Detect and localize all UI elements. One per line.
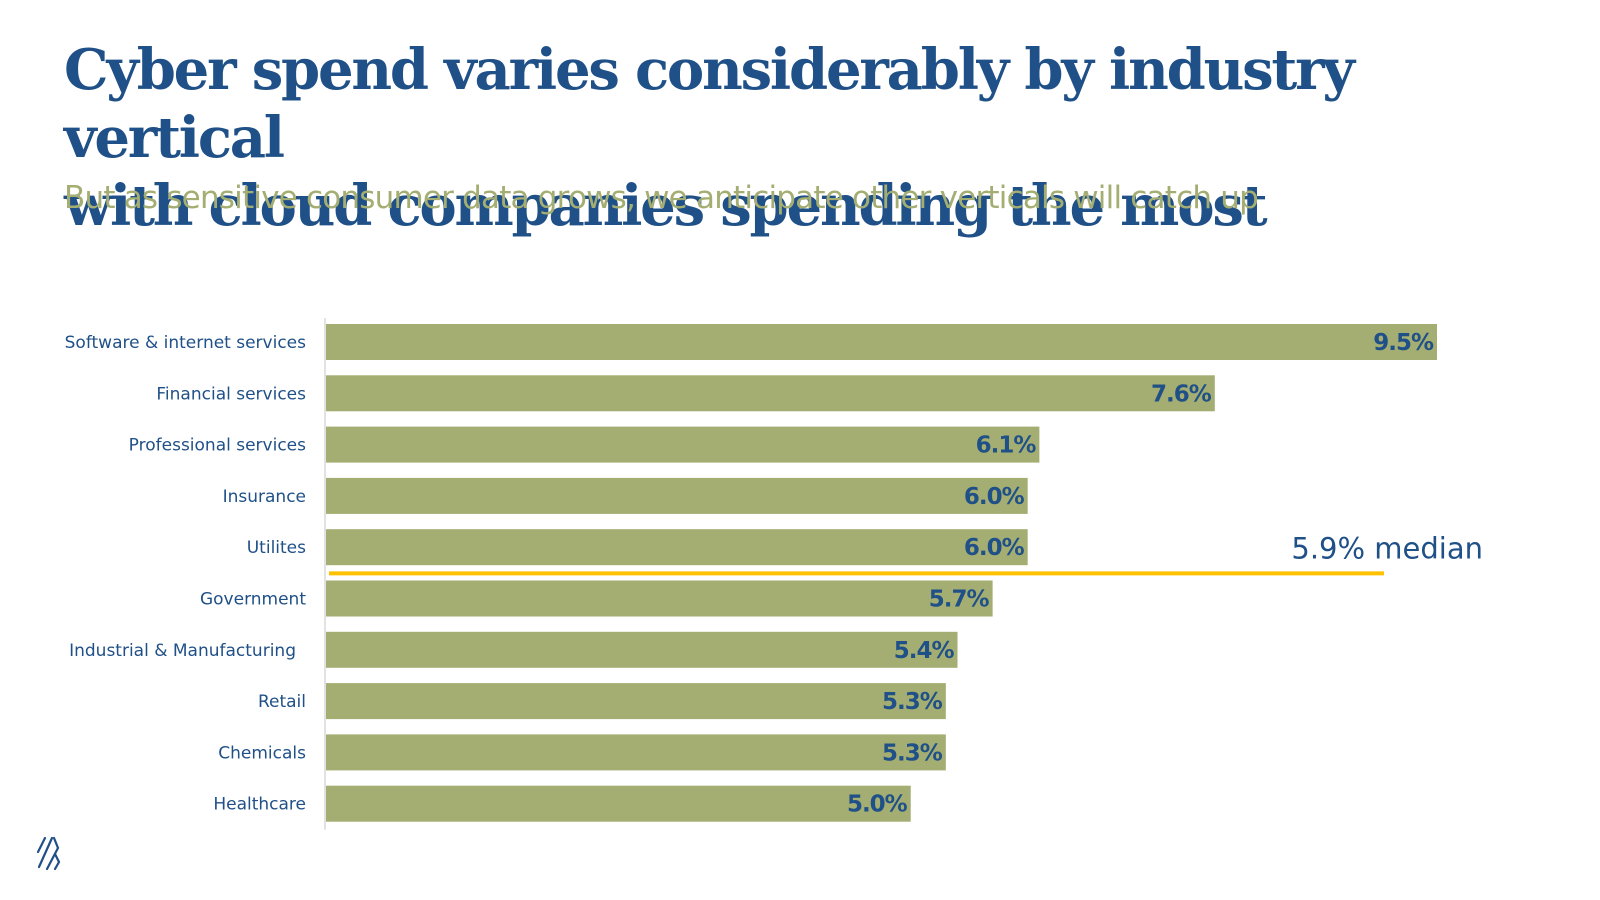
bar-2 [326, 426, 1040, 463]
category-labels-group: Software & internet services Financial se… [65, 333, 307, 815]
category-label: Retail [258, 692, 306, 712]
title-line-2: with cloud companies spending the most [64, 173, 1268, 239]
bar-9 [326, 785, 911, 822]
bar-8 [326, 734, 946, 771]
category-label: Professional services [129, 436, 306, 456]
value-label: 5.4% [894, 638, 955, 664]
category-label: Software & internet services [65, 333, 307, 353]
category-label: Government [200, 590, 306, 610]
page-title: Cyber spend varies considerably by indus… [64, 36, 1544, 240]
bar-1 [326, 375, 1215, 412]
bar-4 [326, 529, 1028, 566]
value-label: 5.0% [847, 792, 908, 818]
title-line-1: Cyber spend varies considerably by indus… [64, 37, 1355, 171]
value-label: 6.1% [976, 433, 1037, 459]
value-label: 7.6% [1151, 381, 1212, 407]
category-label: Chemicals [218, 743, 306, 763]
value-labels-group: 9.5% 7.6% 6.1% 6.0% 6.0% 5.7% 5.4% 5.3% 5.3% 5.0% [847, 330, 1435, 818]
brand-stripes-logo-icon [36, 836, 61, 871]
value-label: 5.7% [929, 587, 990, 613]
value-label: 9.5% [1373, 330, 1434, 356]
category-label: Industrial & Manufacturing [69, 641, 296, 661]
bar-3 [326, 477, 1028, 514]
category-label: Financial services [156, 384, 306, 404]
value-label: 6.0% [964, 535, 1025, 561]
value-label: 5.3% [882, 689, 943, 715]
category-label: Healthcare [213, 795, 306, 815]
bar-6 [326, 631, 958, 668]
category-label: Insurance [223, 487, 306, 507]
page-subtitle: But as sensitive consumer data grows, we… [64, 180, 1259, 216]
category-label: Utilites [247, 538, 306, 558]
bar-5 [326, 580, 993, 617]
value-label: 5.3% [882, 740, 943, 766]
median-label: 5.9% median [1291, 531, 1483, 565]
bar-0 [326, 324, 1437, 360]
bars-group [326, 324, 1437, 822]
bar-7 [326, 683, 946, 720]
value-label: 6.0% [964, 484, 1025, 510]
